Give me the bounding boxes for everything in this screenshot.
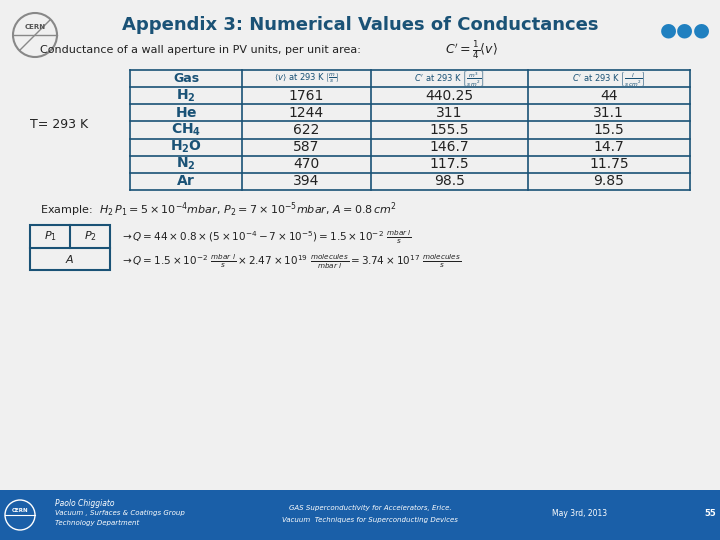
Bar [0,490,720,540]
Text: 311: 311 [436,106,462,120]
Text: $P_1$: $P_1$ [43,230,56,243]
Text: $\mathbf{Ar}$: $\mathbf{Ar}$ [176,174,196,188]
Text: 440.25: 440.25 [425,89,473,103]
Text: $A$: $A$ [66,253,75,265]
Text: 15.5: 15.5 [593,123,624,137]
Text: $\rightarrow Q = 1.5 \times 10^{-2}\ \frac{mbar\ l}{s} \times 2.47\times10^{19}\: $\rightarrow Q = 1.5 \times 10^{-2}\ \fr… [120,253,462,271]
Text: May 3rd, 2013: May 3rd, 2013 [552,510,608,518]
Text: T= 293 K: T= 293 K [30,118,88,132]
Text: $\langle v \rangle$ at 293 K $\left[\frac{m}{s}\right]$: $\langle v \rangle$ at 293 K $\left[\fra… [274,72,339,85]
Text: 44: 44 [600,89,618,103]
Text: 117.5: 117.5 [429,157,469,171]
Text: 1244: 1244 [289,106,324,120]
Text: $\mathbf{N_2}$: $\mathbf{N_2}$ [176,156,196,172]
Text: $C' = \frac{1}{4}\langle v \rangle$: $C' = \frac{1}{4}\langle v \rangle$ [445,39,498,61]
Text: Paolo Chiggiato: Paolo Chiggiato [55,498,114,508]
Text: $\mathbf{H_2}$: $\mathbf{H_2}$ [176,87,196,104]
Text: 9.85: 9.85 [593,174,624,188]
Text: 55: 55 [704,510,716,518]
Text: $\mathbf{CH_4}$: $\mathbf{CH_4}$ [171,122,201,138]
Text: $C'$ at 293 K $\left[\frac{m^3}{s\,m^2}\right]$: $C'$ at 293 K $\left[\frac{m^3}{s\,m^2}\… [414,69,485,88]
Text: 14.7: 14.7 [593,140,624,154]
Text: CERN: CERN [24,24,45,30]
Text: $C'$ at 293 K $\left[\frac{l}{s\,cm^2}\right]$: $C'$ at 293 K $\left[\frac{l}{s\,cm^2}\r… [572,70,645,87]
Text: $\mathbf{H_2O}$: $\mathbf{H_2O}$ [170,139,202,156]
Text: 11.75: 11.75 [589,157,629,171]
Text: 470: 470 [293,157,320,171]
Text: CERN: CERN [12,508,28,512]
Text: 98.5: 98.5 [433,174,464,188]
Text: Example:  $H_2\, P_1 = 5\times 10^{-4}mbar,\, P_2 = 7\times 10^{-5}mbar,\, A = 0: Example: $H_2\, P_1 = 5\times 10^{-4}mba… [40,201,397,219]
Bar [30,225,110,270]
Text: Gas: Gas [173,72,199,85]
Text: Vacuum  Techniques for Superconducting Devices: Vacuum Techniques for Superconducting De… [282,517,458,523]
Text: 31.1: 31.1 [593,106,624,120]
Text: Technology Department: Technology Department [55,520,139,526]
Text: $\rightarrow Q = 44 \times 0.8 \times (5\times10^{-4} - 7\times10^{-5}) = 1.5 \t: $\rightarrow Q = 44 \times 0.8 \times (5… [120,228,412,246]
Text: Conductance of a wall aperture in PV units, per unit area:: Conductance of a wall aperture in PV uni… [40,45,361,55]
Text: $\mathbf{He}$: $\mathbf{He}$ [175,106,197,120]
Text: ●●●: ●●● [660,21,711,39]
Text: GAS Superconductivity for Accelerators, Erice.: GAS Superconductivity for Accelerators, … [289,505,451,511]
Text: 155.5: 155.5 [429,123,469,137]
Text: 1761: 1761 [289,89,324,103]
Text: Vacuum , Surfaces & Coatings Group: Vacuum , Surfaces & Coatings Group [55,510,185,516]
Text: 146.7: 146.7 [429,140,469,154]
Text: Appendix 3: Numerical Values of Conductances: Appendix 3: Numerical Values of Conducta… [122,16,598,34]
Text: 587: 587 [293,140,320,154]
Text: 622: 622 [293,123,320,137]
Text: 394: 394 [293,174,320,188]
Text: $P_2$: $P_2$ [84,230,96,243]
